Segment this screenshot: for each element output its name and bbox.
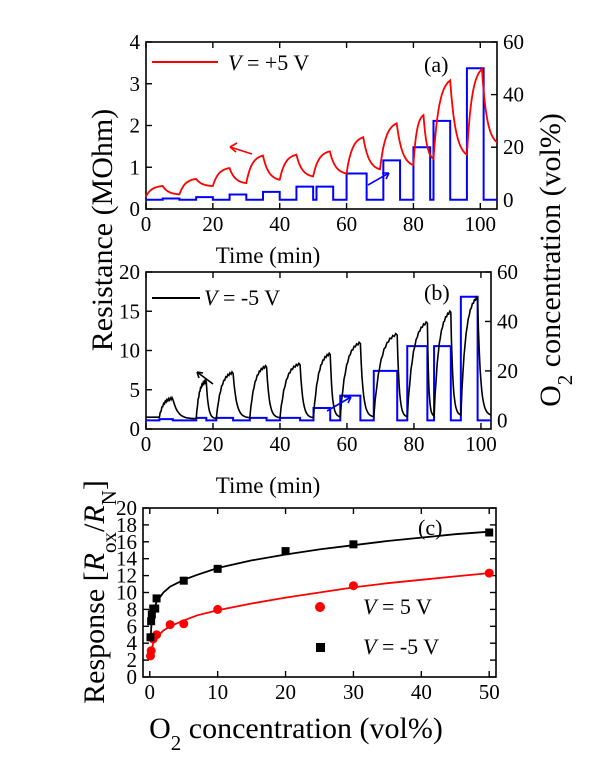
x-tick-label: 20 <box>202 432 223 456</box>
y-tick-label: 14 <box>116 547 138 571</box>
y-tick-label: 1 <box>130 155 141 179</box>
y2-tick-label: 0 <box>503 188 514 212</box>
x-tick-label: 100 <box>465 212 497 236</box>
legend-label: V = -5 V <box>204 285 280 310</box>
data-point-1 <box>484 568 494 578</box>
y-tick-label: 18 <box>116 513 137 537</box>
y-tick-label: 4 <box>130 30 141 54</box>
x-tick-label: 40 <box>269 212 290 236</box>
data-point-2 <box>281 547 290 556</box>
x-tick-label: 30 <box>343 680 364 704</box>
y-tick-label: 2 <box>127 648 138 672</box>
data-point-1 <box>165 620 175 630</box>
arrow-right-axis <box>367 172 390 186</box>
resistance-curve <box>145 67 498 197</box>
o2-axis-label: O2 concentration (vol%) <box>534 113 577 407</box>
data-point-2 <box>485 528 494 537</box>
y-tick-label: 0 <box>130 197 141 221</box>
y2-tick-label: 40 <box>497 309 518 333</box>
y-tick-label: 8 <box>127 597 138 621</box>
data-point-2 <box>147 617 156 626</box>
y-tick-label: 4 <box>127 631 138 655</box>
legend-marker-1 <box>315 602 325 612</box>
panel-label: (b) <box>424 280 450 305</box>
y-tick-label: 10 <box>119 339 140 363</box>
resistance-curve <box>146 295 492 420</box>
x-tick-label: 20 <box>202 212 223 236</box>
y-tick-label: 6 <box>127 614 138 638</box>
y-tick-label: 3 <box>130 72 141 96</box>
data-point-1 <box>348 581 358 591</box>
data-point-2 <box>147 610 156 619</box>
arrow-right-axis <box>326 396 352 412</box>
data-point-2 <box>179 576 188 585</box>
y-tick-label: 10 <box>116 581 137 605</box>
data-point-2 <box>152 594 161 603</box>
y-axis-label: Response [Rox/RN] <box>78 480 121 704</box>
x-tick-label: 0 <box>141 432 152 456</box>
panel-label: (a) <box>424 52 448 77</box>
x-tick-label: 50 <box>479 680 500 704</box>
data-point-2 <box>151 604 160 613</box>
y-tick-label: 16 <box>116 530 137 554</box>
y-tick-label: 12 <box>116 564 137 588</box>
panel-label: (c) <box>418 515 442 540</box>
x-tick-label: 20 <box>275 680 296 704</box>
x-tick-label: 80 <box>403 432 424 456</box>
data-point-2 <box>349 540 358 549</box>
fit-curve-2 <box>149 530 490 640</box>
x-tick-label: 0 <box>141 212 152 236</box>
y2-tick-label: 60 <box>503 30 524 54</box>
x-tick-label: 60 <box>336 432 357 456</box>
data-point-1 <box>179 619 189 629</box>
y-tick-label: 20 <box>119 260 140 284</box>
x-tick-label: 40 <box>269 432 290 456</box>
y-tick-label: 0 <box>127 665 138 689</box>
legend-label: V = +5 V <box>228 50 309 75</box>
y2-tick-label: 0 <box>497 408 508 432</box>
data-point-2 <box>213 564 222 573</box>
legend-marker-2 <box>316 643 325 652</box>
x-tick-label: 40 <box>411 680 432 704</box>
o2-step-line <box>146 295 491 422</box>
y-tick-label: 5 <box>130 378 141 402</box>
y2-tick-label: 20 <box>503 135 524 159</box>
arrow-left-axis <box>196 371 214 385</box>
x-tick-label: 0 <box>145 680 156 704</box>
x-axis-label: O2 concentration (vol%) <box>149 712 443 755</box>
x-axis-label: Time (min) <box>216 243 321 268</box>
x-tick-label: 80 <box>403 212 424 236</box>
y2-tick-label: 40 <box>503 83 524 107</box>
x-tick-label: 100 <box>465 432 497 456</box>
legend-label-2: V = -5 V <box>363 634 439 659</box>
y-tick-label: 2 <box>130 114 141 138</box>
data-point-1 <box>146 646 156 656</box>
legend-label-1: V = 5 V <box>363 594 432 619</box>
o2-step-line <box>146 67 497 201</box>
y-tick-label: 20 <box>116 496 137 520</box>
y2-tick-label: 60 <box>497 260 518 284</box>
data-point-1 <box>213 604 223 614</box>
x-tick-label: 10 <box>207 680 228 704</box>
data-point-2 <box>146 633 155 642</box>
x-axis-label: Time (min) <box>216 473 321 498</box>
arrow-left-axis <box>229 142 253 155</box>
x-tick-label: 60 <box>336 212 357 236</box>
resistance-axis-label: Resistance (MOhm) <box>86 109 119 351</box>
y2-tick-label: 20 <box>497 359 518 383</box>
y-tick-label: 0 <box>130 417 141 441</box>
y-tick-label: 15 <box>119 299 140 323</box>
